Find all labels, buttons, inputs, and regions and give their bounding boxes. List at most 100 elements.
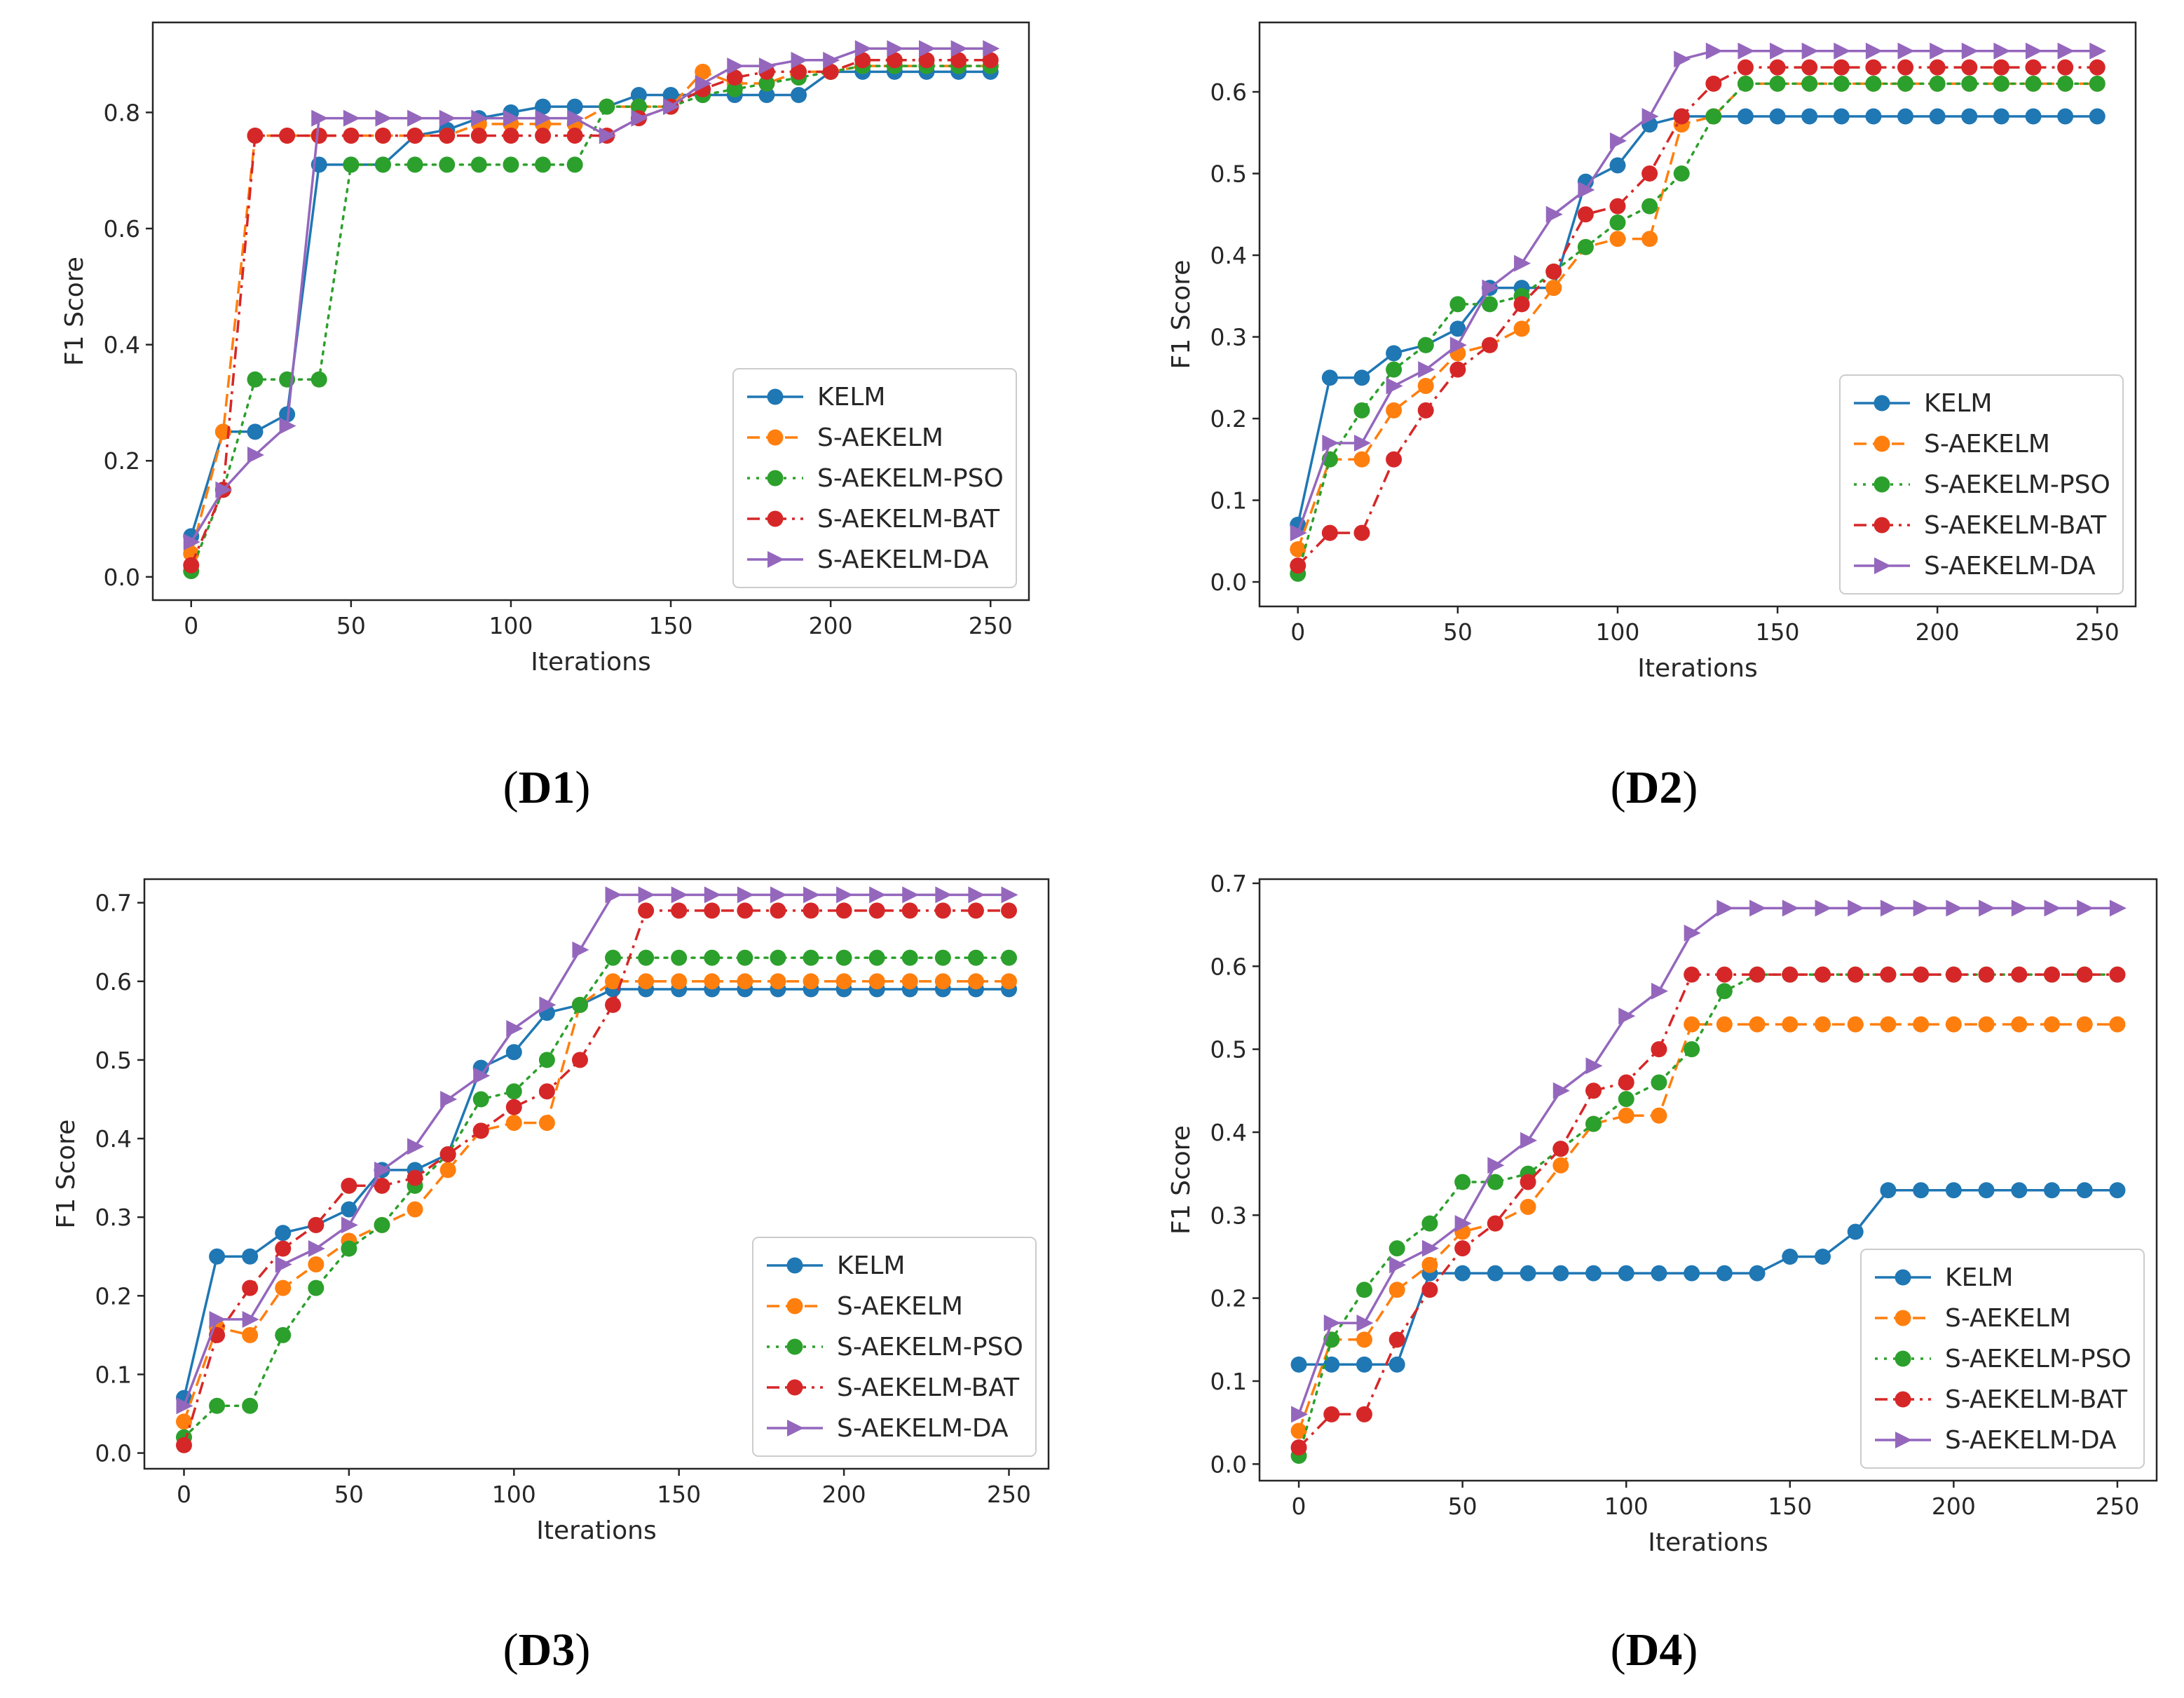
data-point-s-aekelm-bat [175, 1436, 192, 1453]
data-point-s-aekelm-bat [183, 557, 200, 573]
legend-label: S-AEKELM-PSO [1924, 470, 2110, 499]
data-point-s-aekelm-da [506, 1020, 524, 1038]
caption-label: D2 [1626, 762, 1683, 813]
data-point-kelm [1585, 1265, 1602, 1282]
data-point-s-aekelm-bat [535, 127, 552, 144]
data-point-s-aekelm-bat [1323, 1406, 1340, 1422]
data-point-kelm [566, 98, 583, 115]
data-point-s-aekelm [1782, 1016, 1799, 1033]
data-point-s-aekelm-bat [1290, 1439, 1307, 1456]
data-point-s-aekelm-pso [1716, 983, 1733, 1000]
data-point-s-aekelm-pso [737, 949, 753, 966]
data-point-s-aekelm-da [836, 886, 854, 904]
data-point-s-aekelm-bat [605, 996, 622, 1013]
data-point-s-aekelm-da [209, 1310, 226, 1328]
data-point-s-aekelm-da [1993, 42, 2011, 60]
legend-label: KELM [1924, 389, 1992, 418]
data-point-s-aekelm-da [1418, 361, 1435, 379]
panel-d4: 0 50 100 150 200 250 0.0 0.1 0.2 0.3 0.4 0.5 0.6 0.7 I… [1167, 870, 2158, 1676]
data-point-s-aekelm-pso [374, 1216, 390, 1233]
data-point-s-aekelm-bat [2025, 59, 2042, 76]
legend-marker [786, 1338, 803, 1355]
data-point-s-aekelm [868, 973, 885, 990]
data-point-s-aekelm-da [1545, 205, 1563, 223]
data-point-s-aekelm-bat [982, 52, 999, 69]
data-point-s-aekelm-bat [439, 1146, 456, 1162]
data-point-s-aekelm-bat [242, 1279, 259, 1296]
data-point-s-aekelm-bat [1737, 59, 1754, 76]
data-point-s-aekelm-bat [571, 1052, 588, 1068]
y-tick-label: 0.3 [1210, 324, 1247, 351]
data-point-s-aekelm-da [473, 1067, 491, 1085]
data-point-s-aekelm-da [1585, 1057, 1603, 1075]
data-point-s-aekelm-pso [1454, 1174, 1471, 1190]
legend-marker [787, 1420, 804, 1436]
data-point-kelm [1978, 1182, 1995, 1199]
data-point-s-aekelm [2076, 1016, 2093, 1033]
y-tick-label: 0.2 [104, 447, 140, 475]
data-point-kelm [2089, 108, 2105, 125]
data-point-kelm [1929, 108, 1946, 125]
data-point-s-aekelm [1001, 973, 1018, 990]
data-point-s-aekelm [605, 973, 622, 990]
x-axis-label: Iterations [1648, 1528, 1768, 1557]
data-point-kelm [758, 87, 775, 104]
data-point-s-aekelm-bat [791, 63, 807, 80]
data-point-s-aekelm [1684, 1016, 1700, 1033]
data-point-kelm [1833, 108, 1850, 125]
data-point-s-aekelm-bat [374, 1177, 390, 1194]
x-tick-label: 200 [822, 1481, 866, 1508]
data-point-s-aekelm-da [2089, 42, 2107, 60]
legend-label: S-AEKELM-DA [837, 1414, 1009, 1443]
data-point-s-aekelm-pso [1449, 296, 1466, 313]
data-point-s-aekelm-da [1618, 1007, 1636, 1025]
data-point-s-aekelm [1386, 402, 1402, 419]
x-tick-label: 200 [1916, 618, 1960, 646]
x-tick-label: 250 [2075, 618, 2120, 646]
x-tick-label: 0 [1290, 618, 1305, 646]
data-point-s-aekelm-da [887, 40, 904, 57]
data-point-kelm [1716, 1265, 1733, 1282]
caption-open-paren: ( [1611, 1624, 1626, 1676]
data-point-kelm [1454, 1265, 1471, 1282]
data-point-s-aekelm [901, 973, 918, 990]
legend-label: S-AEKELM-DA [1945, 1426, 2117, 1455]
x-tick-label: 150 [1768, 1493, 1812, 1520]
data-point-s-aekelm-da [215, 481, 233, 498]
legend-label: S-AEKELM [837, 1292, 963, 1321]
data-point-s-aekelm-bat [1673, 108, 1690, 125]
data-point-s-aekelm-pso [341, 1240, 357, 1257]
data-point-s-aekelm [1388, 1282, 1405, 1298]
data-point-s-aekelm [695, 63, 711, 80]
data-point-kelm [662, 87, 679, 104]
data-point-s-aekelm-da [1482, 279, 1499, 297]
data-point-s-aekelm-pso [1684, 1041, 1700, 1058]
data-point-kelm [1321, 369, 1338, 386]
data-point-s-aekelm-da [638, 886, 655, 904]
x-tick-label: 100 [1595, 618, 1639, 646]
data-point-s-aekelm-pso [901, 949, 918, 966]
data-point-s-aekelm-da [1520, 1132, 1538, 1149]
data-point-s-aekelm-pso [638, 949, 655, 966]
data-point-s-aekelm-bat [1769, 59, 1786, 76]
data-point-s-aekelm-bat [1897, 59, 1914, 76]
data-point-kelm [1847, 1223, 1864, 1240]
data-point-kelm [1769, 108, 1786, 125]
caption-close-paren: ) [1682, 1624, 1698, 1676]
data-point-s-aekelm-bat [737, 902, 753, 919]
data-point-s-aekelm-da [1323, 1315, 1341, 1332]
data-point-s-aekelm-pso [2057, 75, 2074, 92]
data-point-s-aekelm-bat [638, 902, 655, 919]
data-point-s-aekelm-bat [1577, 206, 1594, 223]
data-point-s-aekelm-da [704, 886, 721, 904]
data-point-s-aekelm-da [2026, 42, 2043, 60]
legend-label: KELM [1945, 1263, 2013, 1292]
panel-caption: (D4) [1611, 1624, 1698, 1676]
data-point-s-aekelm-da [535, 109, 552, 127]
y-tick-label: 0.0 [104, 564, 140, 591]
data-point-s-aekelm-da [1961, 42, 1979, 60]
data-point-s-aekelm-bat [1520, 1174, 1536, 1190]
panel-d3: 0 50 100 150 200 250 0.0 0.1 0.2 0.3 0.4 0.5 0.6 0.7 I… [52, 878, 1050, 1676]
data-point-s-aekelm-da [737, 886, 754, 904]
panel-caption: (D3) [503, 1624, 591, 1676]
